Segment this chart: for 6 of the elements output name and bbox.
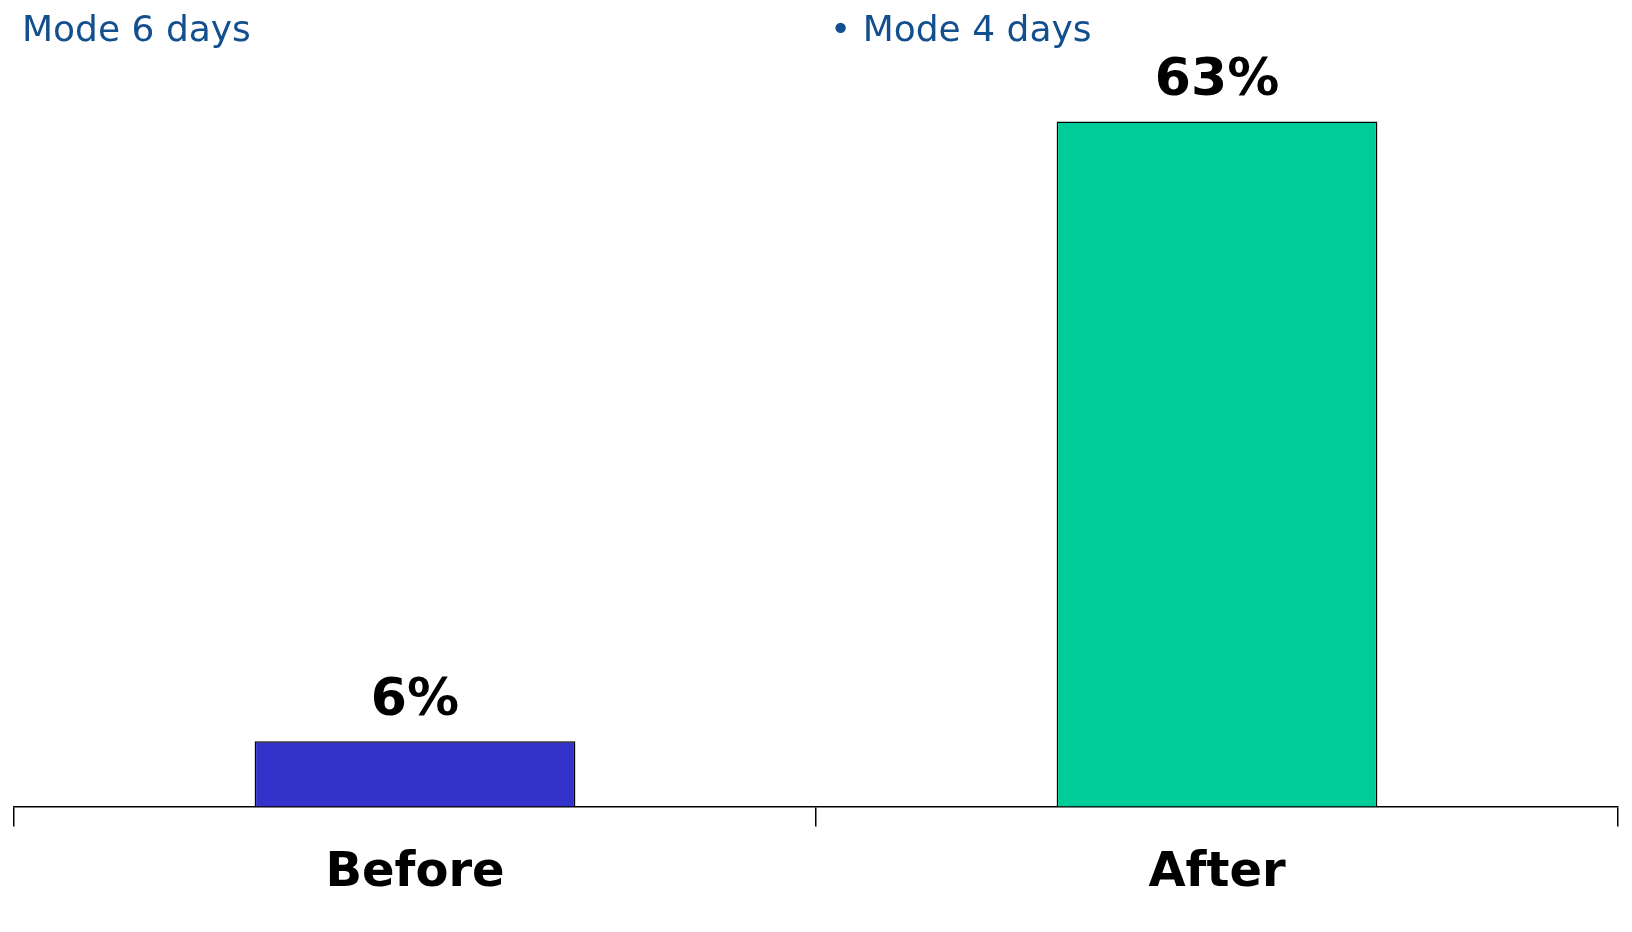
text: • Mode 4 days	[830, 8, 1092, 50]
data-label: 6%	[370, 666, 460, 727]
data-label: 63%	[1154, 46, 1280, 107]
text: Mode 6 days	[22, 8, 251, 50]
x-tick-label: After	[1148, 840, 1286, 897]
x-tick-label: Before	[325, 840, 505, 897]
